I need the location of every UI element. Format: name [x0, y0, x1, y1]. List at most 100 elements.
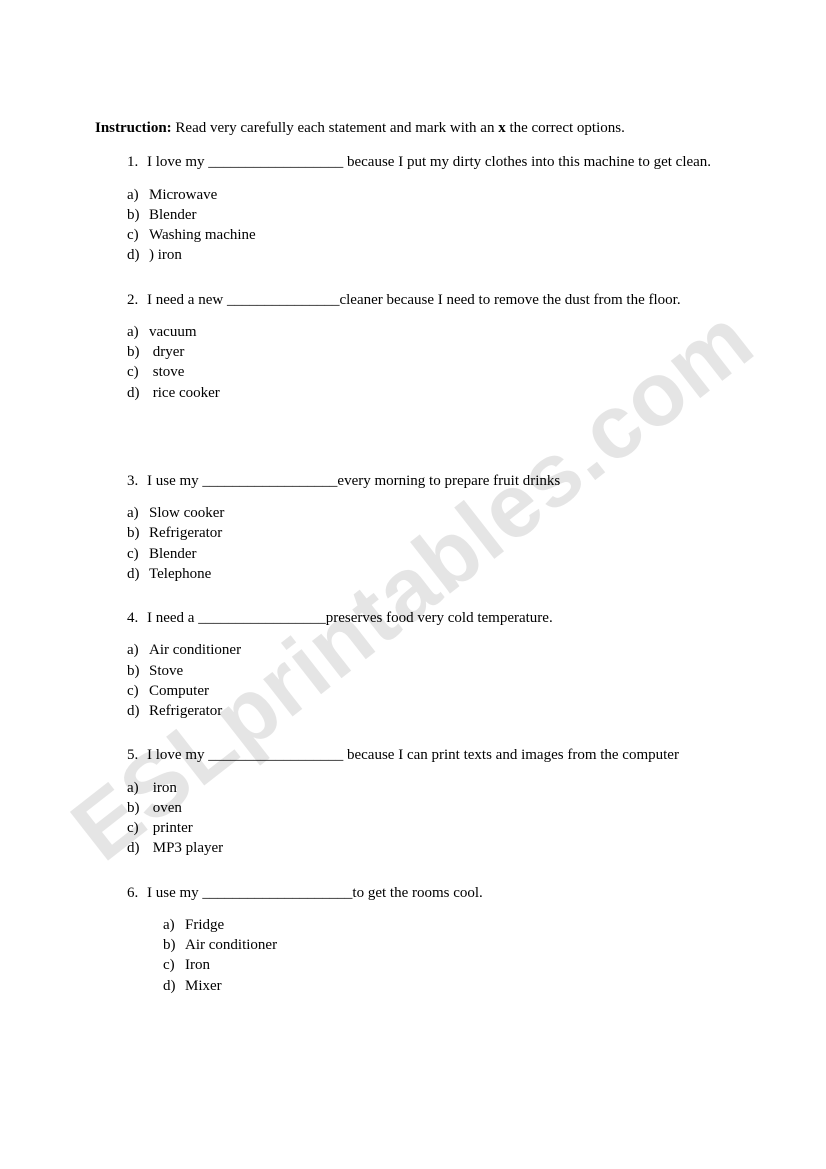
- question-4: 4.I need a _________________preserves fo…: [127, 608, 731, 721]
- q1-opt-b-text: Blender: [149, 207, 196, 223]
- q1-opt-c-letter: c): [127, 225, 149, 245]
- question-3-number: 3.: [127, 471, 147, 491]
- q2-option-b: b) dryer: [127, 342, 731, 362]
- q2-opt-c-text: stove: [149, 364, 184, 380]
- question-4-body: I need a _________________preserves food…: [147, 610, 553, 626]
- q3-opt-b-letter: b): [127, 523, 149, 543]
- question-1: 1.I love my __________________ because I…: [127, 152, 731, 265]
- q2-opt-d-text: rice cooker: [149, 385, 220, 401]
- q1-opt-b-letter: b): [127, 205, 149, 225]
- q6-opt-c-text: Iron: [185, 957, 210, 973]
- question-2-options: a)vacuum b) dryer c) stove d) rice cooke…: [127, 322, 731, 403]
- question-1-text: 1.I love my __________________ because I…: [127, 152, 731, 172]
- q3-opt-d-text: Telephone: [149, 566, 211, 582]
- q3-option-a: a)Slow cooker: [127, 503, 731, 523]
- q5-opt-b-letter: b): [127, 798, 149, 818]
- q2-opt-b-text: dryer: [149, 344, 184, 360]
- q3-opt-c-letter: c): [127, 544, 149, 564]
- instruction-line: Instruction: Read very carefully each st…: [95, 118, 731, 138]
- q2-opt-d-letter: d): [127, 383, 149, 403]
- q4-opt-d-text: Refrigerator: [149, 703, 222, 719]
- q5-option-a: a) iron: [127, 778, 731, 798]
- q5-option-b: b) oven: [127, 798, 731, 818]
- q6-opt-a-text: Fridge: [185, 917, 224, 933]
- question-1-body: I love my __________________ because I p…: [147, 154, 711, 170]
- instruction-label: Instruction:: [95, 120, 172, 136]
- q3-opt-d-letter: d): [127, 564, 149, 584]
- q3-opt-b-text: Refrigerator: [149, 525, 222, 541]
- q5-option-d: d) MP3 player: [127, 838, 731, 858]
- q4-option-a: a)Air conditioner: [127, 640, 731, 660]
- q1-option-d: d)) iron: [127, 245, 731, 265]
- question-5-number: 5.: [127, 745, 147, 765]
- q6-option-d: d)Mixer: [163, 976, 731, 996]
- q5-opt-c-letter: c): [127, 818, 149, 838]
- q5-opt-c-text: printer: [149, 820, 193, 836]
- question-6: 6.I use my ____________________to get th…: [127, 883, 731, 996]
- q5-opt-b-text: oven: [149, 800, 182, 816]
- q6-option-a: a)Fridge: [163, 915, 731, 935]
- q4-opt-b-letter: b): [127, 661, 149, 681]
- question-6-number: 6.: [127, 883, 147, 903]
- q1-opt-a-text: Microwave: [149, 187, 217, 203]
- q4-opt-d-letter: d): [127, 701, 149, 721]
- question-4-text: 4.I need a _________________preserves fo…: [127, 608, 731, 628]
- q5-opt-d-letter: d): [127, 838, 149, 858]
- q3-option-d: d)Telephone: [127, 564, 731, 584]
- q4-opt-a-letter: a): [127, 640, 149, 660]
- question-3: 3.I use my __________________every morni…: [127, 471, 731, 584]
- q4-opt-b-text: Stove: [149, 663, 183, 679]
- q6-opt-b-text: Air conditioner: [185, 937, 277, 953]
- question-3-options: a)Slow cooker b)Refrigerator c)Blender d…: [127, 503, 731, 584]
- question-1-options: a)Microwave b)Blender c)Washing machine …: [127, 185, 731, 266]
- instruction-text-2: the correct options.: [506, 120, 625, 136]
- worksheet-page: Instruction: Read very carefully each st…: [0, 0, 826, 1068]
- q1-opt-d-text: ) iron: [149, 247, 182, 263]
- question-2: 2.I need a new _______________cleaner be…: [127, 290, 731, 403]
- q5-opt-a-text: iron: [149, 780, 177, 796]
- q2-option-a: a)vacuum: [127, 322, 731, 342]
- question-6-body: I use my ____________________to get the …: [147, 885, 483, 901]
- q4-option-d: d)Refrigerator: [127, 701, 731, 721]
- q5-option-c: c) printer: [127, 818, 731, 838]
- question-2-number: 2.: [127, 290, 147, 310]
- q4-opt-a-text: Air conditioner: [149, 642, 241, 658]
- q1-opt-d-letter: d): [127, 245, 149, 265]
- question-5-options: a) iron b) oven c) printer d) MP3 player: [127, 778, 731, 859]
- question-2-text: 2.I need a new _______________cleaner be…: [127, 290, 731, 310]
- q5-opt-a-letter: a): [127, 778, 149, 798]
- q6-opt-a-letter: a): [163, 915, 185, 935]
- q4-opt-c-letter: c): [127, 681, 149, 701]
- q1-option-a: a)Microwave: [127, 185, 731, 205]
- q6-opt-d-letter: d): [163, 976, 185, 996]
- question-3-body: I use my __________________every morning…: [147, 473, 560, 489]
- q1-opt-a-letter: a): [127, 185, 149, 205]
- instruction-text-1: Read very carefully each statement and m…: [172, 120, 499, 136]
- q6-option-c: c)Iron: [163, 955, 731, 975]
- question-6-options: a)Fridge b)Air conditioner c)Iron d)Mixe…: [163, 915, 731, 996]
- q4-option-c: c)Computer: [127, 681, 731, 701]
- question-5: 5.I love my __________________ because I…: [127, 745, 731, 858]
- q6-option-b: b)Air conditioner: [163, 935, 731, 955]
- question-4-number: 4.: [127, 608, 147, 628]
- q2-option-c: c) stove: [127, 362, 731, 382]
- q2-opt-a-letter: a): [127, 322, 149, 342]
- q3-opt-a-text: Slow cooker: [149, 505, 224, 521]
- q3-opt-a-letter: a): [127, 503, 149, 523]
- q6-opt-b-letter: b): [163, 935, 185, 955]
- q1-option-b: b)Blender: [127, 205, 731, 225]
- q5-opt-d-text: MP3 player: [149, 840, 223, 856]
- question-5-text: 5.I love my __________________ because I…: [127, 745, 731, 765]
- question-5-body: I love my __________________ because I c…: [147, 747, 679, 763]
- question-3-text: 3.I use my __________________every morni…: [127, 471, 731, 491]
- q4-option-b: b)Stove: [127, 661, 731, 681]
- q3-opt-c-text: Blender: [149, 546, 196, 562]
- q3-option-c: c)Blender: [127, 544, 731, 564]
- q6-opt-d-text: Mixer: [185, 978, 222, 994]
- question-6-text: 6.I use my ____________________to get th…: [127, 883, 731, 903]
- instruction-x: x: [498, 120, 506, 136]
- q2-opt-a-text: vacuum: [149, 324, 196, 340]
- q4-opt-c-text: Computer: [149, 683, 209, 699]
- question-1-number: 1.: [127, 152, 147, 172]
- q2-option-d: d) rice cooker: [127, 383, 731, 403]
